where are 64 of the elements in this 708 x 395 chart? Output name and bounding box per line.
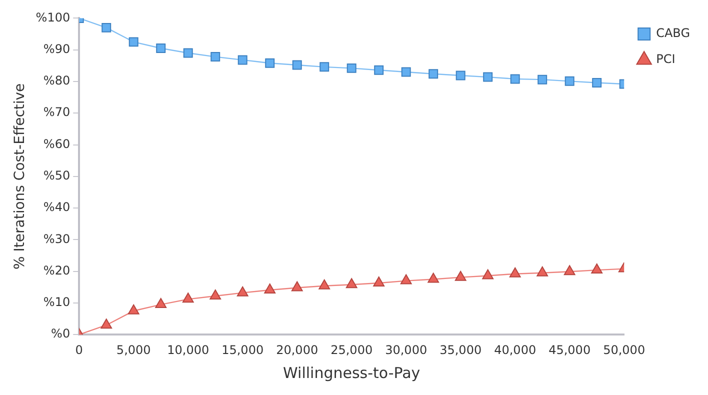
x-tick-label: 20,000 — [276, 342, 318, 357]
point — [346, 63, 356, 73]
point — [538, 74, 548, 84]
x-tick-label: 35,000 — [440, 342, 482, 357]
point — [264, 283, 276, 294]
point — [128, 304, 140, 314]
point — [536, 266, 548, 276]
y-tick-label: %60 — [43, 136, 70, 151]
point — [482, 269, 494, 280]
x-tick-label: 15,000 — [222, 342, 264, 357]
y-tick-label: %30 — [43, 232, 70, 246]
point — [238, 55, 248, 65]
point — [346, 278, 358, 288]
y-tick-label: %50 — [43, 168, 70, 183]
x-tick-label: 30,000 — [385, 342, 428, 357]
point — [564, 76, 574, 86]
x-tick-label: 40,000 — [494, 342, 536, 357]
legend-label: CABG — [656, 26, 690, 40]
point — [318, 279, 330, 290]
y-tick-label: %10 — [43, 295, 70, 310]
point — [182, 292, 194, 303]
x-tick-label: 25,000 — [330, 342, 373, 357]
point — [320, 62, 330, 72]
x-tick-label: 0 — [75, 342, 83, 357]
point — [102, 22, 112, 32]
y-axis-title: % Iterations Cost-Effective — [12, 83, 28, 270]
y-tick-label: %40 — [43, 200, 70, 214]
point — [401, 67, 411, 77]
point — [428, 272, 440, 283]
point — [156, 44, 166, 53]
x-axis-title: Willingness-to-Pay — [283, 364, 420, 382]
point — [210, 290, 222, 300]
point — [592, 78, 602, 88]
point — [183, 48, 193, 58]
point — [564, 265, 576, 276]
y-tick-label: %80 — [43, 74, 70, 88]
y-tick-label: %90 — [43, 42, 70, 56]
y-tick-label: %100 — [36, 10, 70, 24]
point — [509, 267, 521, 278]
point — [265, 58, 275, 68]
point — [128, 37, 138, 47]
y-tick-label: %20 — [43, 263, 70, 278]
point — [510, 74, 520, 84]
point — [210, 52, 220, 62]
point — [292, 60, 302, 70]
point — [155, 298, 167, 308]
point — [291, 281, 303, 292]
x-tick-label: 45,000 — [548, 342, 591, 357]
point — [374, 65, 384, 75]
point — [591, 264, 603, 274]
point — [400, 274, 412, 284]
y-tick-label: %0 — [51, 326, 70, 341]
x-tick-label: 50,000 — [603, 342, 646, 357]
x-tick-label: 10,000 — [167, 342, 210, 357]
point — [428, 69, 438, 79]
point — [100, 318, 112, 329]
point — [456, 70, 466, 80]
legend-label: PCI — [656, 52, 676, 66]
y-tick-label: %70 — [43, 105, 70, 120]
point — [454, 270, 466, 281]
point — [483, 72, 493, 82]
point — [236, 286, 248, 296]
x-tick-label: 5,000 — [116, 342, 151, 357]
point — [373, 276, 385, 287]
